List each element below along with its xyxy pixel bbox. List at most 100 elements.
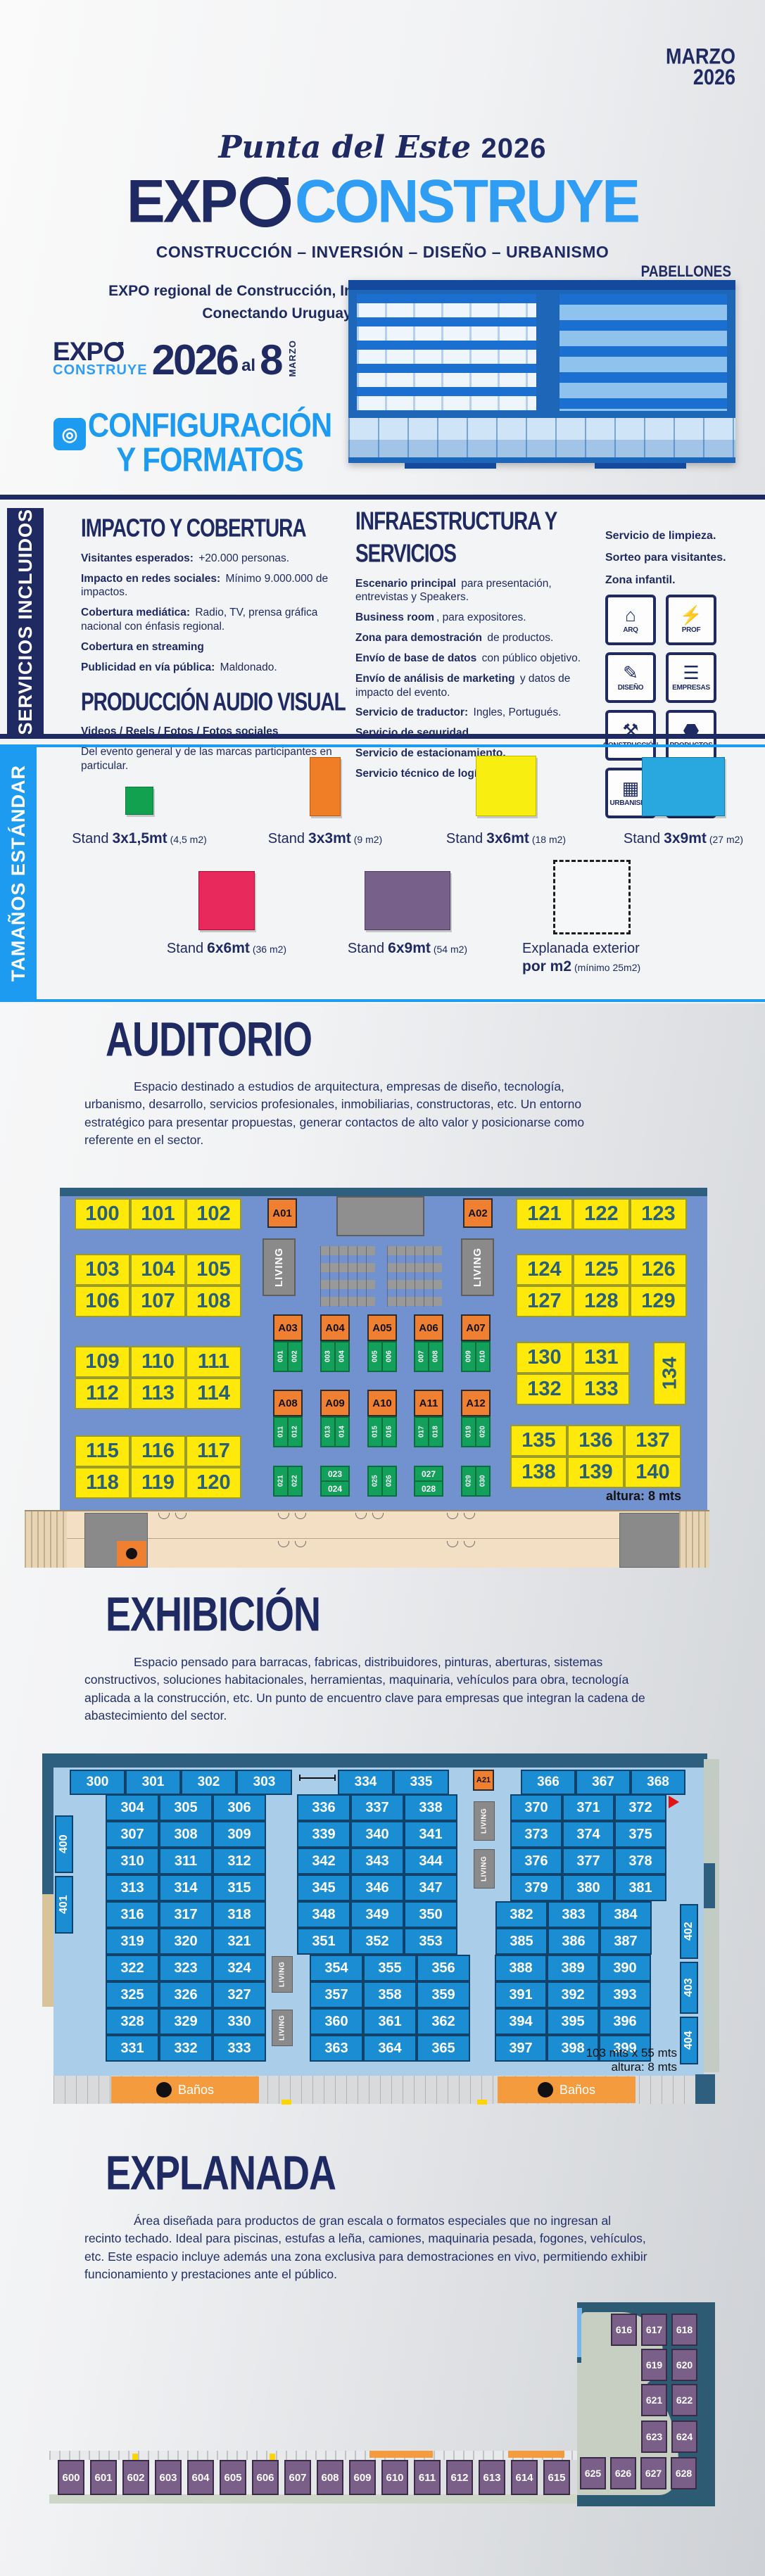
green-stand: 011 [274,1418,287,1446]
audience-seats [320,1246,375,1307]
auditorio-stand: 138 [510,1457,567,1488]
infra-item: Zona para demostración de productos. [355,632,554,645]
stand-swatch-6x6 [198,871,255,930]
exhibicion-stand: 346 [350,1874,404,1901]
green-stand-pair: 027 028 [414,1466,443,1497]
yellow-stand-block: 124 125 126 127 128 129 [516,1254,687,1317]
auditorio-stand: 139 [567,1457,624,1488]
green-stand-pair: 019 020 [461,1416,491,1447]
green-stand-pair: 015 016 [367,1416,397,1447]
exhibicion-stand: 345 [297,1874,350,1901]
exhibicion-stand: 306 [213,1794,266,1821]
explanada-stand: 627 [640,2457,666,2489]
exhibicion-stand: 312 [213,1848,266,1874]
explanada-stand-row: 616 617 618 [611,2314,697,2346]
auditorio-map: 100 101 102 103 104 105 106 107 108 109 110 111 11… [60,1188,707,1510]
explanada-stand: 607 [284,2460,311,2495]
exh-stand-block: 354 355 356 357 358 359 [310,1955,470,2008]
extras-column: Servicio de limpieza. Sorteo para visita… [605,529,760,595]
auditorio-stand: 111 [186,1346,241,1378]
pavilion-lobby [348,418,735,457]
explanada-stand: 614 [511,2460,538,2495]
exhibicion-stand: 321 [213,1928,266,1955]
auditorio-heading: AUDITORIO [106,1012,312,1067]
exhibicion-stand: 384 [600,1901,652,1928]
a-stand: A02 [463,1198,493,1228]
infra-item: Servicio de traductor: Ingles, Portugués… [355,706,562,719]
green-stand: 002 [289,1343,301,1371]
exhibicion-stand: 326 [159,1981,213,2008]
exhibicion-stand: 344 [404,1848,457,1874]
a-stand: A06 [414,1314,443,1341]
auditorio-stand: 132 [516,1373,573,1405]
explanada-stand: 617 [641,2314,667,2346]
green-stand: 020 [476,1418,489,1446]
impacto-item: Cobertura mediática: Radio, TV, prensa g… [81,607,318,633]
door-arc [295,1513,306,1519]
auditorio-stand: 122 [573,1198,630,1230]
door-arc [372,1513,384,1519]
sector-tile-arq: ⌂ ARQ [605,595,656,645]
stand-swatch-3x6 [476,756,536,816]
green-stand: 026 [383,1467,396,1495]
divider [0,495,765,500]
exh-stand-block: 394 395 396 397 398 399 [495,2008,651,2062]
explanada-stand: 603 [155,2460,182,2495]
pencil-icon: ✎ [623,662,638,683]
green-stand: 008 [429,1343,442,1371]
brand-tagline: CONSTRUCCIÓN – INVERSIÓN – DISEÑO – URBA… [156,243,609,261]
exhibicion-stand: 392 [547,1981,599,2008]
exhibicion-wall-left [42,1753,53,1894]
explanada-stand: 618 [671,2314,697,2346]
auditorio-stand: 123 [630,1198,687,1230]
green-stand: 013 [322,1418,334,1446]
exhibicion-stand: 395 [547,2008,599,2035]
exhibicion-stand: 310 [106,1848,159,1874]
exhibicion-stand: 348 [297,1901,350,1928]
exhibicion-stand: 316 [106,1901,159,1928]
explanada-stand: 600 [58,2460,84,2495]
door-arc [447,1541,458,1547]
exhibicion-stand: 393 [599,1981,651,2008]
green-stand: 009 [462,1343,475,1371]
green-stand-pair: 029 030 [461,1466,491,1497]
wall-tab [704,1863,715,1908]
explanada-stand: 611 [414,2460,441,2495]
explanada-stand: 604 [187,2460,214,2495]
exhibicion-stand: 374 [562,1821,614,1848]
auditorio-stand: 108 [186,1286,241,1317]
green-stand-pair: 025 026 [367,1466,397,1497]
tamanos-band-label: TAMAÑOS ESTÁNDAR [7,765,29,982]
exhibicion-stand: 380 [562,1874,614,1901]
section-title-configuracion: CONFIGURACIÓN Y FORMATOS [76,407,343,478]
explanada-stand: 613 [479,2460,505,2495]
auditorio-corridor [25,1510,709,1568]
exhibicion-stand: 328 [106,2008,159,2035]
servicios-incluidos-band: SERVICIOS INCLUIDOS [7,508,44,736]
red-arrow-marker [669,1796,679,1808]
exhibicion-stand: 360 [310,2008,363,2035]
dimensions-line: 103 mts x 55 mts [586,2046,677,2060]
sector-tile-prof: ⚡ PROF [666,595,716,645]
exhibicion-stand: 325 [106,1981,159,2008]
exhibicion-stand: 375 [614,1821,666,1848]
a-stand: A21 [473,1770,494,1791]
explanada-stand: 608 [317,2460,343,2495]
exhibicion-stand: 347 [404,1874,457,1901]
auditorio-stand: 100 [75,1198,130,1230]
exh-stand-block: 360 361 362 363 364 365 [310,2008,470,2062]
auditorio-stand: 129 [630,1286,687,1317]
explanada-stand: 621 [641,2384,667,2416]
exhibicion-stand: 307 [106,1821,159,1848]
exhibicion-stand: 336 [297,1794,350,1821]
green-stand-pair: 001 002 [273,1341,303,1372]
exhibicion-stand: 386 [548,1928,600,1955]
exhibicion-stand: 338 [404,1794,457,1821]
infraestructura-title: INFRAESTRUCTURA Y SERVICIOS [355,507,557,568]
infra-item: Business room, para expositores. [355,611,526,624]
exhibicion-stand: 349 [350,1901,404,1928]
exhibicion-stand: 361 [363,2008,417,2035]
a-stand: A01 [267,1198,297,1228]
explanada-stand: 625 [580,2457,606,2489]
a-stand: A09 [320,1390,350,1416]
